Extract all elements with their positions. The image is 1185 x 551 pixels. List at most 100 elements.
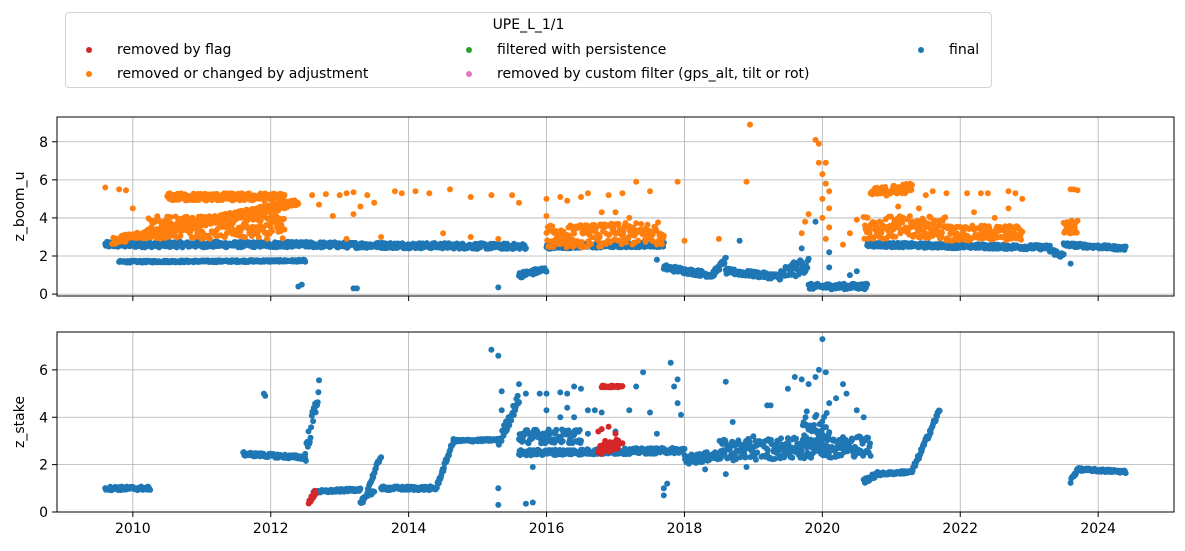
data-point: [488, 346, 495, 353]
data-points: [102, 336, 1129, 508]
data-point: [167, 214, 174, 221]
data-point: [1074, 217, 1081, 224]
data-point: [564, 197, 571, 204]
data-point: [302, 457, 309, 464]
y-tick-label: 0: [39, 505, 48, 521]
data-point: [722, 254, 729, 261]
data-point: [371, 199, 378, 206]
data-point: [826, 249, 833, 256]
data-point: [805, 211, 812, 218]
data-point: [302, 258, 309, 265]
data-point: [336, 192, 343, 199]
data-point: [815, 366, 822, 373]
data-point: [812, 218, 819, 225]
data-point: [801, 432, 808, 439]
data-point: [598, 409, 605, 416]
data-point: [440, 465, 447, 472]
data-point: [846, 230, 853, 237]
data-point: [164, 225, 171, 232]
y-tick-label: 8: [39, 135, 48, 151]
data-point: [578, 437, 584, 444]
data-point: [310, 418, 317, 425]
data-point: [823, 410, 830, 416]
x-tick-label: 2014: [391, 521, 427, 537]
data-point: [269, 197, 276, 204]
data-point: [1019, 228, 1026, 235]
data-point: [853, 216, 860, 223]
data-point: [984, 190, 991, 197]
data-point: [626, 407, 633, 414]
data-point: [605, 423, 612, 430]
x-tick-label: 2012: [253, 521, 289, 537]
data-point: [576, 427, 583, 433]
data-point: [804, 264, 811, 271]
data-point: [264, 235, 270, 242]
plot-area: [57, 332, 1174, 512]
plot-area: [57, 117, 1174, 296]
data-point: [817, 441, 824, 448]
data-point: [238, 213, 245, 220]
data-point: [1073, 229, 1080, 236]
data-point: [860, 414, 867, 421]
data-point: [350, 211, 357, 218]
chart-panel-z_stake: 2010 2012 2014 2016 2018 2020 2022 20240246z_st…: [12, 331, 1175, 537]
data-point: [357, 485, 364, 492]
data-point: [902, 190, 909, 197]
data-point: [329, 213, 336, 219]
data-point: [316, 201, 322, 208]
data-point: [798, 447, 805, 454]
data-point: [343, 190, 350, 197]
data-point: [857, 447, 864, 454]
data-point: [350, 189, 357, 196]
data-point: [206, 235, 213, 242]
data-point: [343, 235, 350, 242]
data-point: [102, 184, 109, 191]
data-point: [559, 438, 566, 445]
data-point: [510, 412, 517, 418]
data-point: [1046, 242, 1053, 249]
data-point: [364, 192, 371, 199]
data-point: [564, 404, 571, 411]
data-point: [123, 187, 129, 194]
legend-marker-icon: [466, 47, 472, 53]
data-point: [658, 241, 665, 248]
data-point: [557, 433, 564, 440]
data-point: [655, 219, 662, 226]
data-point: [822, 235, 829, 242]
data-point: [778, 435, 784, 442]
data-point: [529, 464, 536, 470]
series-final: [102, 336, 1129, 508]
data-point: [295, 200, 302, 207]
data-point: [615, 221, 622, 227]
data-point: [553, 426, 560, 433]
data-point: [116, 186, 123, 193]
y-tick-label: 2: [39, 458, 48, 474]
data-point: [316, 377, 322, 384]
data-point: [522, 500, 529, 507]
data-point: [750, 433, 757, 440]
data-point: [895, 203, 902, 210]
legend-label: final: [949, 42, 980, 58]
data-point: [1005, 205, 1012, 212]
data-point: [307, 434, 314, 441]
data-point: [813, 412, 820, 418]
data-point: [262, 392, 269, 399]
data-point: [826, 188, 833, 195]
data-point: [633, 220, 640, 227]
data-point: [544, 237, 551, 244]
data-point: [819, 336, 826, 343]
data-point: [826, 429, 833, 436]
data-point: [509, 192, 516, 199]
data-point: [812, 374, 819, 380]
data-point: [977, 190, 984, 197]
data-point: [908, 186, 915, 193]
data-point: [647, 188, 653, 195]
data-point: [280, 215, 287, 222]
data-point: [716, 266, 723, 273]
data-point: [177, 233, 184, 239]
data-point: [398, 190, 405, 197]
axes-frame: [56, 116, 1175, 297]
data-point: [715, 235, 722, 242]
series-removed-by-flag: [305, 382, 626, 507]
data-point: [168, 221, 175, 228]
